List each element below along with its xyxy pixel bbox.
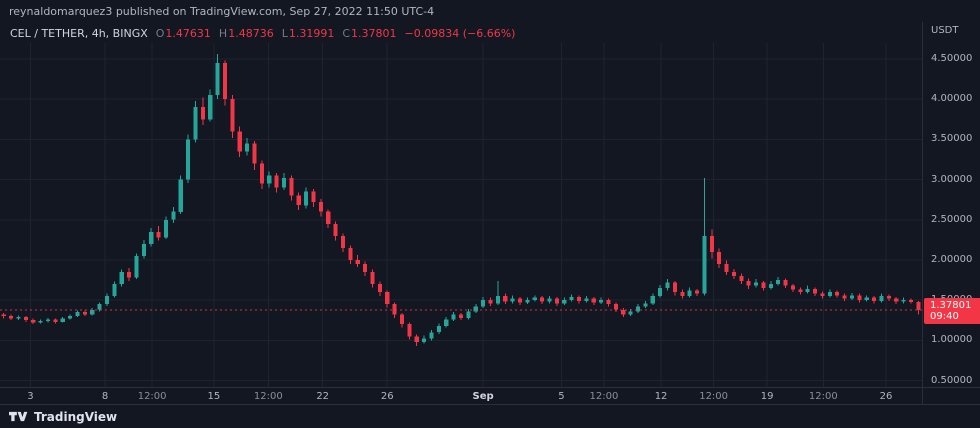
tradingview-logo-icon [9, 411, 28, 422]
close-value: 1.37801 [351, 27, 397, 40]
time-axis-label: 26 [380, 391, 394, 402]
price-axis-label: 1.00000 [931, 334, 973, 346]
price-axis-label: 0.50000 [931, 374, 973, 386]
bar-countdown: 09:40 [930, 310, 959, 322]
price-axis-label: 4.00000 [931, 93, 973, 105]
publish-info: reynaldomarquez3 published on TradingVie… [9, 4, 435, 18]
close-label: C [342, 27, 351, 40]
time-axis-label: 12:00 [699, 391, 729, 402]
currency-label: USDT [931, 25, 959, 36]
time-axis-label: 22 [316, 391, 330, 402]
last-price-value: 1.37801 [930, 299, 972, 311]
tradingview-logo[interactable]: TradingView [9, 410, 117, 424]
footer-bar: TradingView [0, 404, 980, 428]
symbol-legend: CEL / TETHER, 4h, BINGX O1.47631 H1.4873… [10, 27, 515, 40]
time-scale[interactable]: 3 8 12:00 15 12:00 22 26 Sep 5 12:00 12 12:00 19 12:0… [0, 387, 980, 404]
price-axis-label: 2.50000 [931, 213, 973, 225]
ohlc-close: C1.37801 [342, 27, 396, 40]
time-axis-label: 5 [558, 391, 565, 402]
tradingview-wordmark: TradingView [34, 409, 118, 424]
time-axis-label: 26 [879, 391, 893, 402]
price-scale[interactable]: USDT 1.37801 09:40 4.50000 4.00000 3.50000… [922, 22, 980, 404]
chart-canvas[interactable] [0, 43, 922, 387]
time-axis-label: 12 [654, 391, 668, 402]
time-axis-label: 15 [207, 391, 221, 402]
change-value: −0.09834 (−6.66%) [404, 27, 516, 40]
low-value: 1.31991 [288, 27, 335, 40]
time-axis-label: 12:00 [589, 391, 619, 402]
price-axis-label: 3.50000 [931, 133, 973, 145]
time-axis-label: 12:00 [808, 391, 838, 402]
ohlc-high: H1.48736 [219, 27, 274, 40]
ohlc-low: L1.31991 [282, 27, 335, 40]
low-label: L [281, 27, 288, 40]
price-axis-label: 2.00000 [931, 253, 973, 265]
publish-info-bar: reynaldomarquez3 published on TradingVie… [0, 0, 980, 22]
time-axis-label: 12:00 [137, 391, 167, 402]
high-label: H [218, 27, 228, 40]
price-axis-label: 4.50000 [931, 53, 973, 64]
high-value: 1.48736 [228, 27, 274, 40]
time-axis-label: 3 [27, 391, 34, 402]
ohlc-open: O1.47631 [156, 27, 211, 40]
last-price-badge: 1.37801 09:40 [924, 297, 980, 324]
time-axis-label: 8 [101, 391, 109, 402]
open-value: 1.47631 [165, 27, 211, 40]
time-axis-label: 19 [760, 391, 774, 402]
open-label: O [155, 27, 165, 40]
price-axis-label: 3.00000 [931, 173, 973, 185]
symbol-title[interactable]: CEL / TETHER, 4h, BINGX [10, 27, 148, 40]
candlestick-chart[interactable] [0, 43, 922, 387]
time-axis-label: 12:00 [253, 391, 283, 402]
time-axis-label: Sep [472, 391, 494, 402]
